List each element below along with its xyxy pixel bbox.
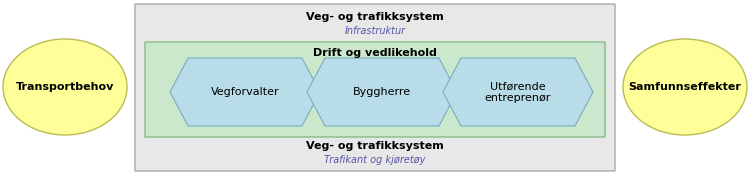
Text: Vegforvalter: Vegforvalter xyxy=(211,87,279,97)
Text: Drift og vedlikehold: Drift og vedlikehold xyxy=(313,48,437,58)
Text: Byggherre: Byggherre xyxy=(353,87,411,97)
FancyBboxPatch shape xyxy=(135,4,615,171)
Ellipse shape xyxy=(623,39,747,135)
Polygon shape xyxy=(443,58,593,126)
Text: Trafikant og kjøretøy: Trafikant og kjøretøy xyxy=(324,155,426,165)
FancyBboxPatch shape xyxy=(145,42,605,137)
Polygon shape xyxy=(307,58,457,126)
Ellipse shape xyxy=(3,39,127,135)
Text: Infrastruktur: Infrastruktur xyxy=(344,26,405,36)
Text: Veg- og trafikksystem: Veg- og trafikksystem xyxy=(306,141,444,151)
Text: Samfunnseffekter: Samfunnseffekter xyxy=(629,82,741,92)
Text: Veg- og trafikksystem: Veg- og trafikksystem xyxy=(306,12,444,22)
Text: Utførende
entreprenør: Utførende entreprenør xyxy=(485,81,551,103)
Text: Transportbehov: Transportbehov xyxy=(16,82,114,92)
Polygon shape xyxy=(170,58,320,126)
